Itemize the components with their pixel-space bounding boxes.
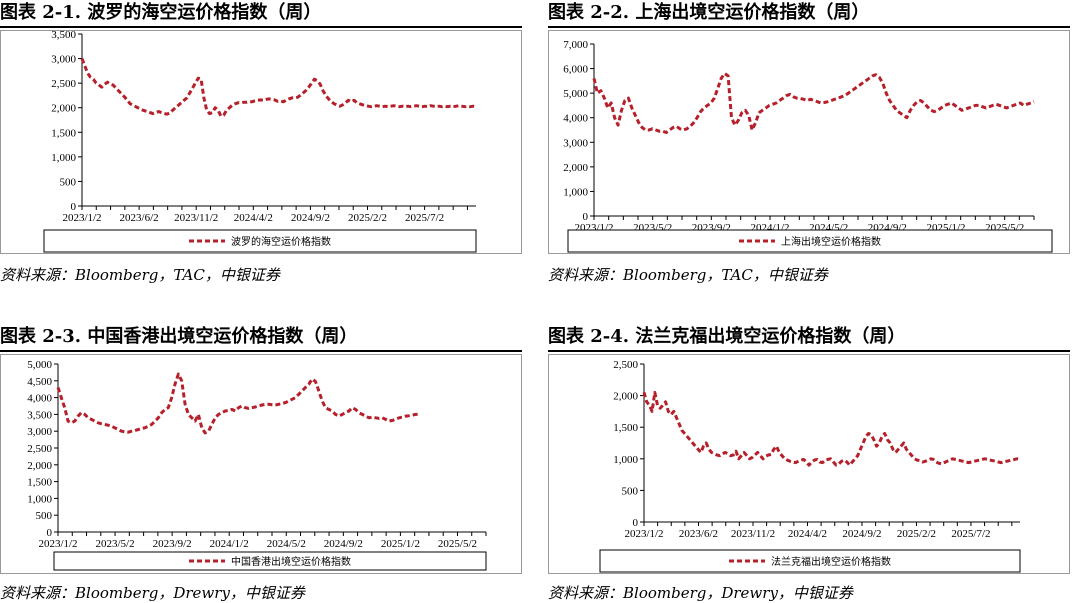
x-tick-label: 2024/4/2 [788,528,827,540]
source-note: 资料来源：Bloomberg，TAC，中银证券 [548,266,828,284]
chart-hongkong: 0 500 1,000 1,500 2,000 2,500 3,000 3,500 4,000 4… [0,354,522,574]
y-tick-label: 2,000 [51,103,76,115]
x-tick-label: 2023/1/2 [38,538,77,550]
chart-frankfurt: 0 500 1,000 1,500 2,000 2,500 2023/1/2 2023/6/2… [548,354,1070,574]
x-tick-label: 2023/9/2 [153,538,192,550]
x-tick-label: 2025/7/2 [951,528,990,540]
y-tick-label: 4,000 [563,113,588,125]
chart-baltic: 0 500 1,000 1,500 2,000 2,500 3,000 3,500 2023/1… [0,30,522,254]
y-tick-label: 4,000 [27,393,52,405]
x-tick-label: 2025/1/2 [381,538,420,550]
series-line [642,390,1021,467]
x-tick-label: 2024/9/2 [324,538,363,550]
chart-title: 图表 2-3. 中国香港出境空运价格指数（周） [0,324,522,352]
panel-2: 图表 2-2. 上海出境空运价格指数（周） 0 1,000 2,000 3,000 4,… [548,0,1070,300]
y-tick-label: 500 [622,485,639,497]
y-tick-label: 6,000 [563,64,588,76]
series-line [592,72,1035,134]
chart-frame [0,354,522,574]
y-tick-label: 1,000 [27,493,52,505]
y-tick-label: 5,000 [27,359,52,371]
series-line [80,58,477,118]
y-tick-label: 3,000 [563,137,588,149]
y-tick-label: 3,000 [27,426,52,438]
y-tick-label: 2,000 [27,460,52,472]
x-tick-label: 2023/11/2 [174,212,218,224]
legend-label: 中国香港出境空运价格指数 [231,555,351,568]
chart-frame [548,354,1070,574]
legend-label: 法兰克福出境空运价格指数 [771,555,891,568]
y-tick-label: 1,500 [613,422,638,434]
y-tick-label: 0 [633,517,639,529]
chart-title: 图表 2-1. 波罗的海空运价格指数（周） [0,0,522,28]
y-tick-label: 3,500 [51,30,76,41]
y-tick-label: 0 [47,527,53,539]
y-tick-label: 1,000 [613,454,638,466]
y-tick-label: 2,500 [27,443,52,455]
legend-box [599,549,1021,573]
panel-1: 图表 2-1. 波罗的海空运价格指数（周） 0 500 1,000 1,500 2,00… [0,0,522,300]
x-tick-label: 2023/5/2 [96,538,135,550]
y-tick-label: 3,500 [27,409,52,421]
x-tick-label: 2023/1/2 [62,212,101,224]
chart-shanghai: 01,0002,0003,0004,0005,0006,0007,0002023… [548,30,1070,254]
y-tick-label: 3,000 [51,54,76,66]
x-tick-label: 2023/6/2 [679,528,718,540]
source-note: 资料来源：Bloomberg，Drewry，中银证券 [0,584,305,602]
chart-title: 图表 2-4. 法兰克福出境空运价格指数（周） [548,324,1070,352]
source-note: 资料来源：Bloomberg，TAC，中银证券 [0,266,280,284]
x-tick-label: 2024/1/2 [210,538,249,550]
x-tick-label: 2024/5/2 [267,538,306,550]
x-tick-label: 2025/5/2 [438,538,477,550]
x-tick-label: 2024/9/2 [842,528,881,540]
x-tick-label: 2024/4/2 [234,212,273,224]
source-note: 资料来源：Bloomberg，Drewry，中银证券 [548,584,853,602]
y-tick-label: 2,000 [613,391,638,403]
y-tick-label: 4,500 [27,376,52,388]
x-tick-label: 2023/6/2 [120,212,159,224]
y-tick-label: 7,000 [563,39,588,51]
y-tick-label: 1,000 [563,186,588,198]
y-tick-label: 2,500 [613,359,638,371]
chart-frame [548,30,1070,254]
legend-label: 波罗的海空运价格指数 [231,235,331,248]
x-tick-label: 2025/7/2 [405,212,444,224]
x-tick-label: 2023/1/2 [624,528,663,540]
legend-box [567,229,1053,253]
panel-3: 图表 2-3. 中国香港出境空运价格指数（周） 0 500 1,000 1,500 2,… [0,324,522,602]
legend-box [53,551,487,571]
x-tick-label: 2025/2/2 [897,528,936,540]
series-line [56,372,420,435]
legend-label: 上海出境空运价格指数 [781,235,881,248]
y-tick-label: 0 [71,201,77,213]
y-tick-label: 1,500 [51,127,76,139]
panel-4: 图表 2-4. 法兰克福出境空运价格指数（周） 0 500 1,000 1,500 2,… [548,324,1070,602]
x-tick-label: 2025/2/2 [348,212,387,224]
legend-box [43,229,477,253]
y-tick-label: 1,500 [27,477,52,489]
y-tick-label: 2,500 [51,78,76,90]
y-tick-label: 2,000 [563,162,588,174]
y-tick-label: 5,000 [563,88,588,100]
x-tick-label: 2024/9/2 [291,212,330,224]
y-tick-label: 0 [583,211,589,223]
x-tick-label: 2023/11/2 [731,528,775,540]
chart-title: 图表 2-2. 上海出境空运价格指数（周） [548,0,1070,28]
y-tick-label: 500 [36,510,53,522]
y-tick-label: 500 [60,176,77,188]
y-tick-label: 1,000 [51,152,76,164]
chart-frame [0,30,522,254]
